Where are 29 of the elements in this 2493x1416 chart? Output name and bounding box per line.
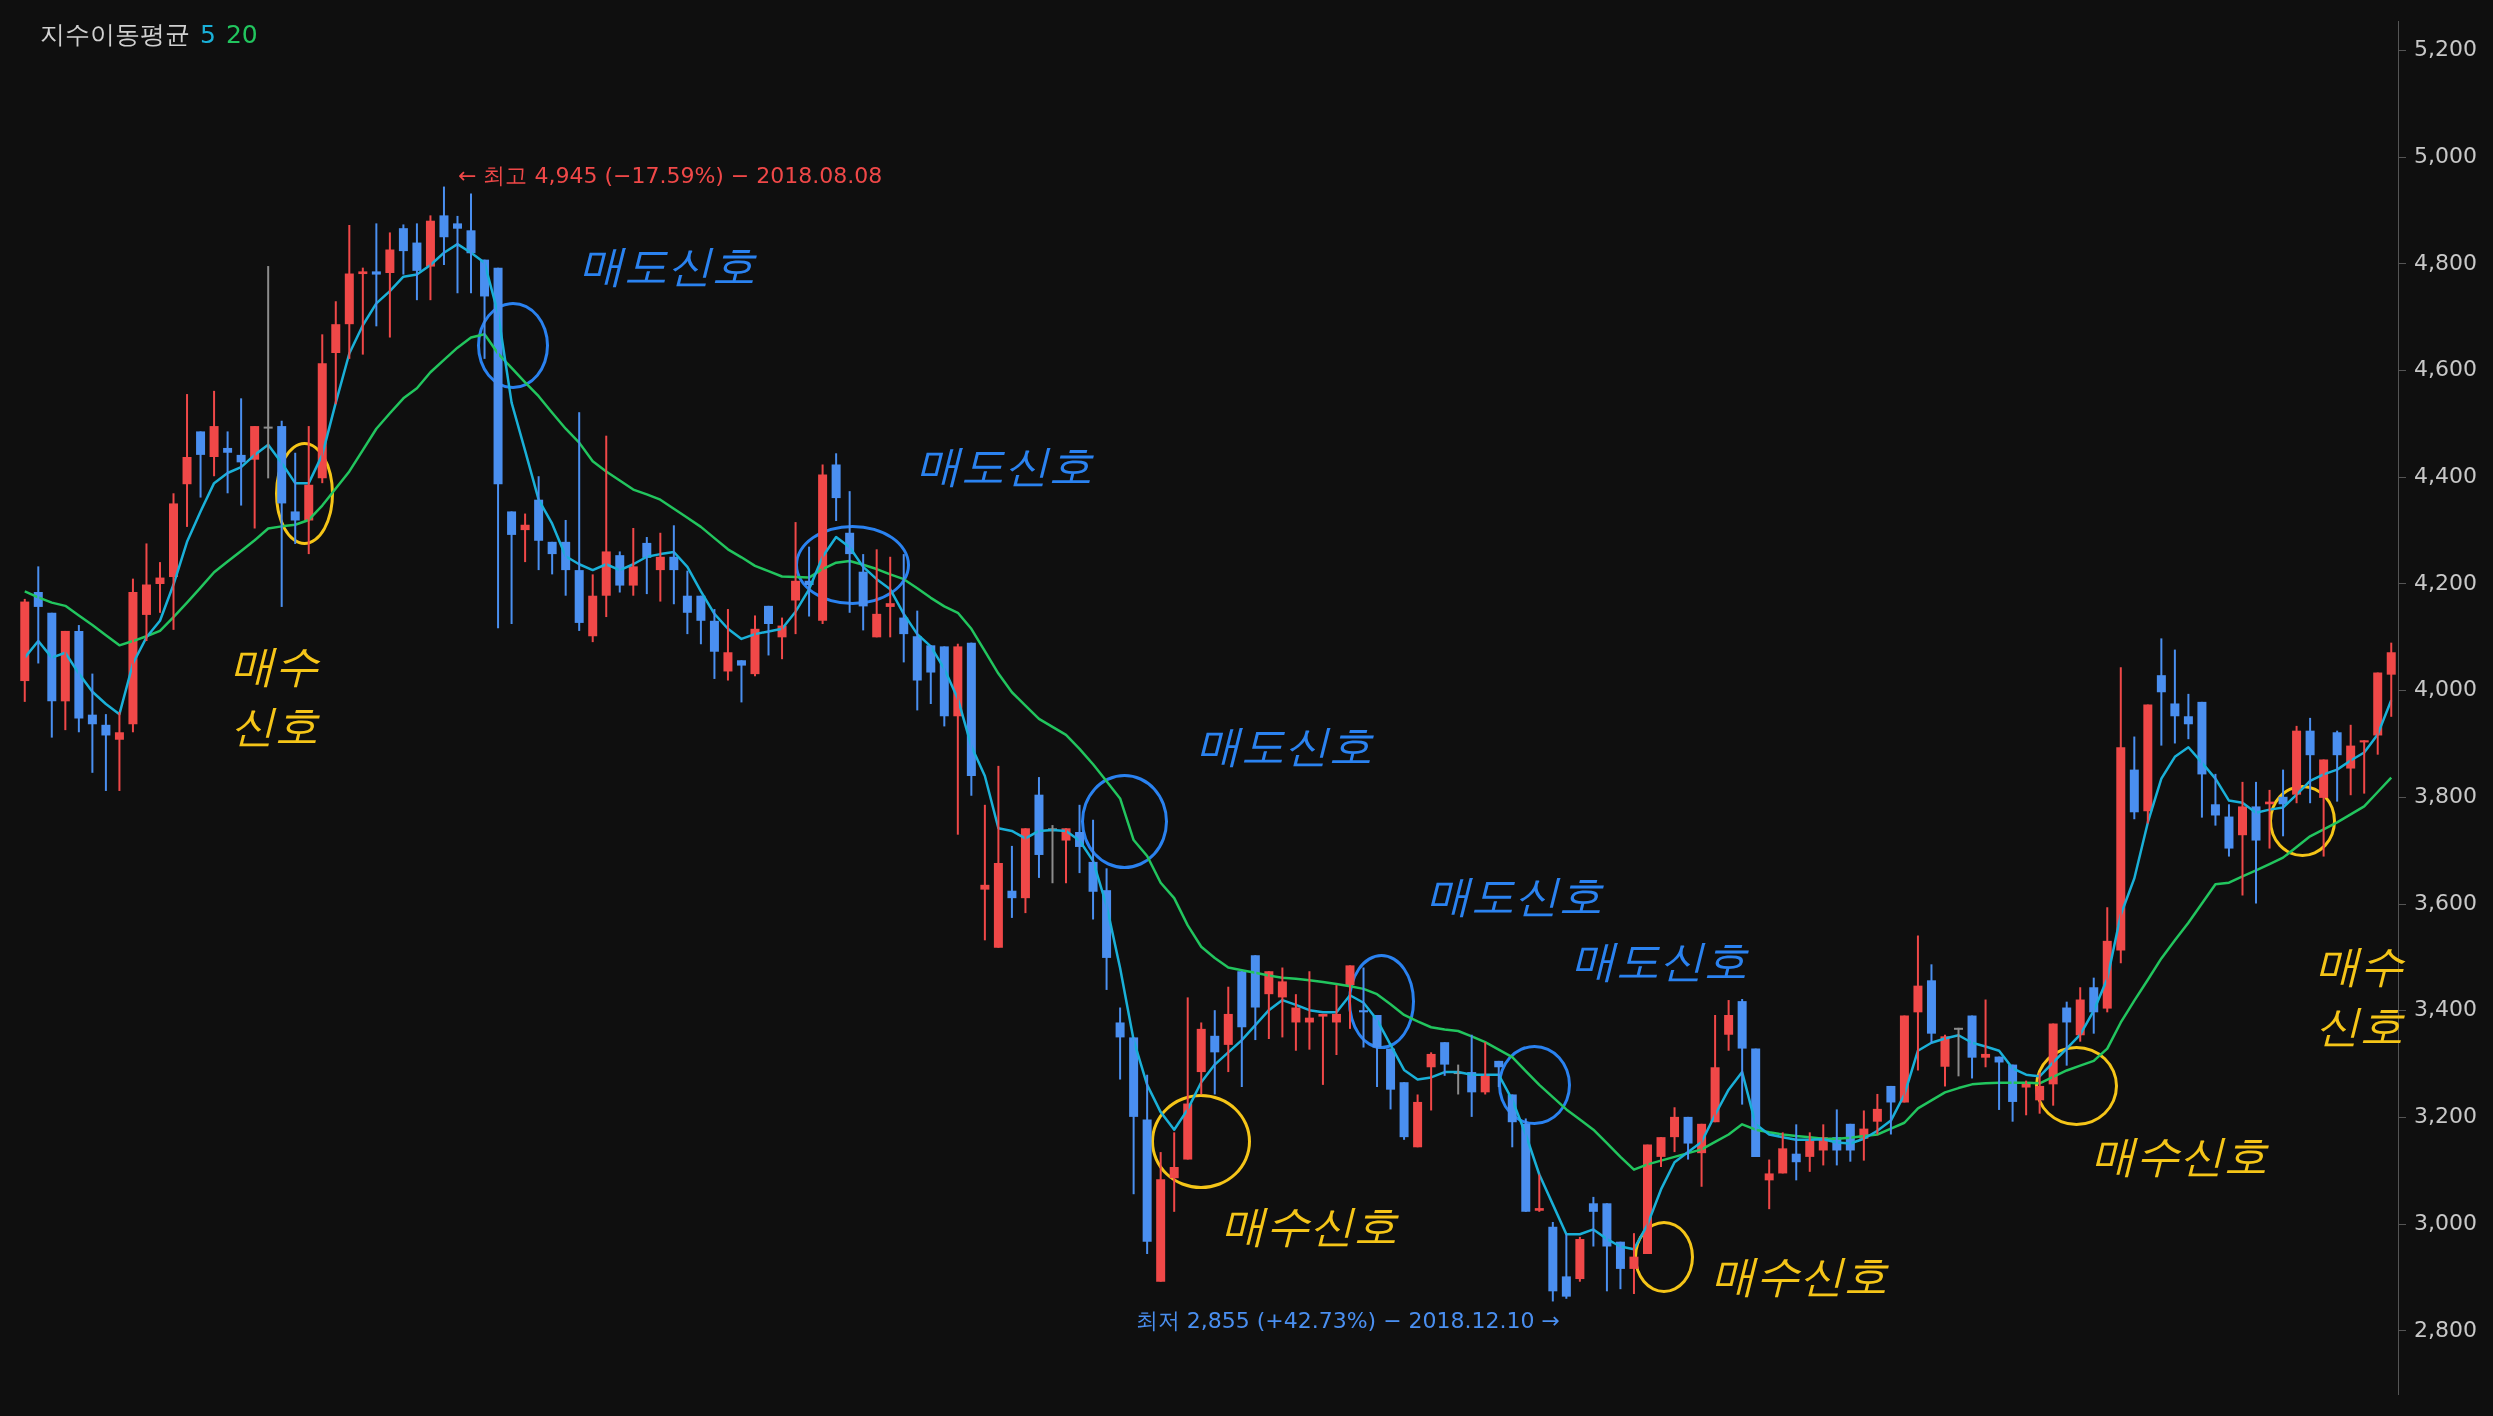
y-tick-label: 4,200	[2414, 569, 2477, 595]
y-tick-label: 2,800	[2414, 1316, 2477, 1342]
annotation: 매도신호	[1197, 720, 1374, 772]
candlestick	[371, 222, 381, 328]
y-tick-label: 3,000	[2414, 1209, 2477, 1235]
y-tick-label: 3,200	[2414, 1103, 2477, 1129]
text: 20	[225, 20, 258, 49]
annotation: 매도신호	[1572, 935, 1749, 987]
y-tick-label: 5,200	[2414, 36, 2477, 62]
annotation: 매수 신호	[231, 640, 321, 752]
y-tick-label: 5,000	[2414, 142, 2477, 168]
legend-title: 지수이동평균	[40, 20, 190, 49]
annotation: 매수신호	[1712, 1250, 1889, 1302]
y-tick-label: 3,400	[2414, 996, 2477, 1022]
annotation: 매도신호	[1427, 870, 1604, 922]
text: 5	[200, 20, 216, 49]
annotation: 매수신호	[1222, 1200, 1399, 1252]
y-tick-label: 4,000	[2414, 676, 2477, 702]
y-tick-label: 4,600	[2414, 356, 2477, 382]
y-tick-label: 4,400	[2414, 463, 2477, 489]
annotation: 매도신호	[580, 240, 757, 292]
y-tick-label: 4,800	[2414, 249, 2477, 275]
annotation: 매수신호	[2092, 1130, 2269, 1182]
annotation: ← 최고 4,945 (−17.59%) − 2018.08.08	[458, 162, 883, 188]
y-tick-label: 3,600	[2414, 889, 2477, 915]
annotation: 매수 신호	[2316, 940, 2406, 1052]
y-tick-label: 3,800	[2414, 783, 2477, 809]
annotation: 매도신호	[917, 440, 1094, 492]
annotation: 최저 2,855 (+42.73%) − 2018.12.10 →	[1135, 1307, 1560, 1333]
